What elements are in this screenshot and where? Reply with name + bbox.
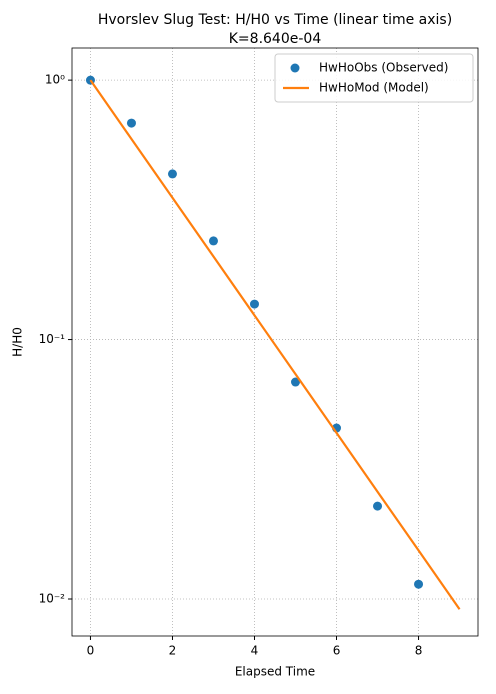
legend-label: HwHoMod (Model): [319, 81, 429, 95]
chart-title: Hvorslev Slug Test: H/H0 vs Time (linear…: [98, 12, 452, 28]
legend-marker: [290, 63, 300, 73]
data-point: [208, 236, 218, 246]
data-point: [126, 118, 136, 128]
x-tick-label: 4: [251, 644, 259, 658]
x-tick-label: 6: [333, 644, 341, 658]
data-point: [249, 299, 259, 309]
plot-frame: [71, 47, 479, 637]
chart-subtitle: K=8.640e-04: [229, 31, 322, 47]
data-point: [291, 377, 301, 387]
model-line: [89, 79, 461, 610]
x-axis-label: Elapsed Time: [235, 665, 315, 679]
data-point: [414, 579, 424, 589]
legend-box: [274, 53, 474, 103]
y-axis-label: H/H0: [11, 327, 25, 357]
data-point: [167, 169, 177, 179]
y-tick-label: 10⁻¹: [39, 332, 66, 346]
x-tick-label: 0: [87, 644, 95, 658]
x-tick-label: 2: [169, 644, 177, 658]
data-point: [373, 501, 383, 511]
x-tick-label: 8: [415, 644, 423, 658]
y-tick-label: 10⁻²: [39, 591, 66, 605]
legend-label: HwHoObs (Observed): [319, 61, 448, 75]
y-tick-label: 10⁰: [45, 73, 65, 87]
